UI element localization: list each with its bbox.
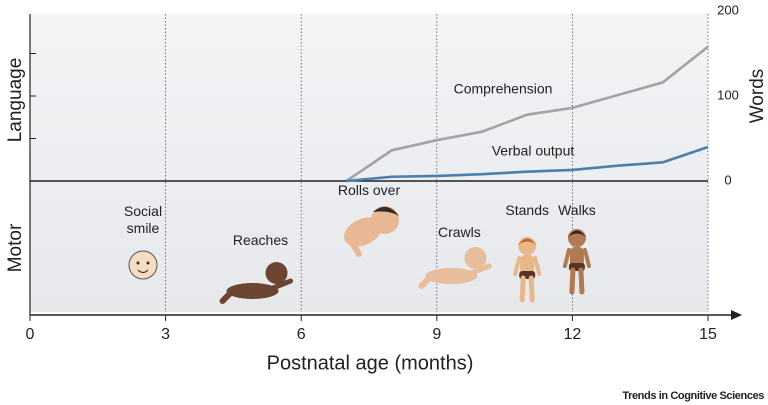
head [265, 262, 288, 284]
leg [578, 267, 585, 295]
x-tick-label: 15 [699, 326, 717, 343]
milestone-icon [344, 206, 399, 257]
leg [569, 267, 576, 295]
eye [136, 261, 140, 265]
milestone-icon [418, 247, 492, 289]
credit: Trends in Cognitive Sciences [622, 390, 764, 402]
body [226, 283, 279, 299]
leg [346, 235, 362, 257]
milestone-label: Crawls [438, 224, 481, 240]
milestone-icon [128, 250, 158, 280]
milestone-icon [219, 262, 294, 304]
torso [569, 247, 584, 267]
body [425, 268, 478, 284]
leg [519, 275, 526, 303]
hair [567, 230, 586, 237]
milestone-label: Social smile [123, 203, 163, 236]
eye [146, 261, 150, 265]
head [371, 206, 399, 234]
y2-label: Words [747, 69, 768, 124]
milestone-icon [562, 229, 591, 295]
x-tick-label: 6 [297, 326, 306, 343]
x-tick-label: 9 [432, 326, 441, 343]
series-line [346, 145, 709, 183]
arm [533, 256, 542, 276]
y-label-top: Language [5, 58, 26, 143]
y-label-bottom: Motor [5, 223, 26, 272]
y2-tick-label: 200 [717, 2, 739, 17]
series-label: Comprehension [454, 81, 553, 97]
x-label: Postnatal age (months) [267, 352, 474, 374]
arm [466, 263, 492, 277]
head [464, 247, 487, 269]
arm [562, 248, 571, 268]
arm [582, 248, 591, 268]
leg [219, 290, 234, 304]
milestone-icon [513, 237, 542, 303]
torso [520, 255, 535, 275]
mouth [137, 269, 149, 274]
hair [518, 238, 537, 245]
hair [373, 206, 399, 216]
arm [513, 256, 522, 276]
x-tick-label: 12 [564, 326, 582, 343]
y2-tick-label: 100 [717, 87, 739, 102]
x-axis-arrow [731, 310, 742, 320]
milestone-label: Walks [558, 202, 596, 218]
x-tick-label: 0 [26, 326, 35, 343]
x-tick-label: 3 [161, 326, 170, 343]
face [128, 250, 158, 280]
arm [268, 278, 294, 292]
milestone-label: Rolls over [337, 182, 401, 198]
leg [528, 275, 535, 303]
series-line [345, 45, 709, 183]
milestone-label: Reaches [232, 232, 289, 248]
leg [418, 275, 433, 289]
y2-tick-label: 0 [724, 172, 731, 187]
milestone-label: Stands [505, 202, 549, 218]
series-label: Verbal output [492, 143, 575, 159]
